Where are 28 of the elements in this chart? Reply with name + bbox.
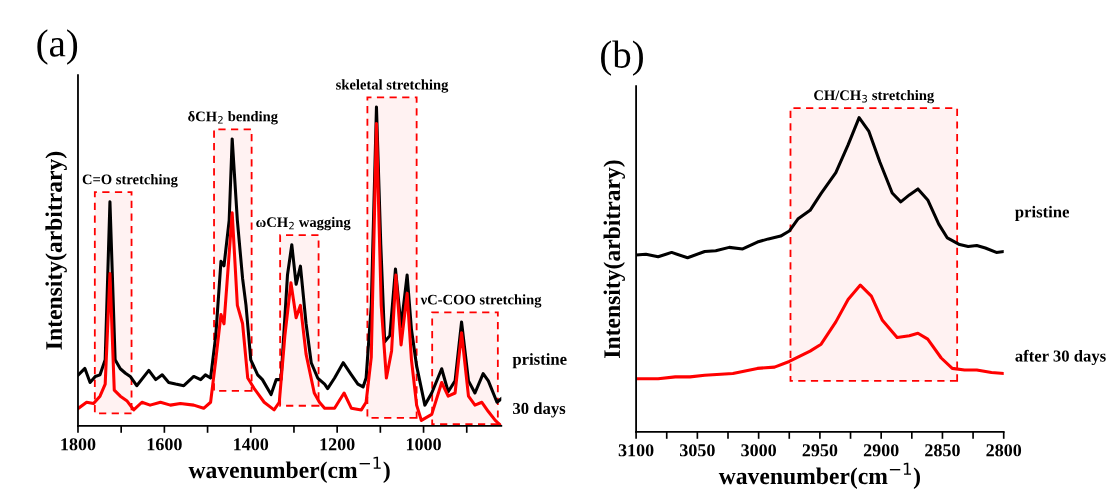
band-label: νC-COO stretching xyxy=(420,294,542,308)
x-tick-label: 3000 xyxy=(741,444,776,457)
x-tick-label: 1400 xyxy=(234,438,269,451)
x-tick-label: 3050 xyxy=(679,444,715,457)
x-tick-label: 1000 xyxy=(406,438,441,451)
x-tick-label: 1200 xyxy=(320,438,355,451)
x-tick-label: 1800 xyxy=(61,438,96,451)
band-label: CH/CH$_{3}$ stretching xyxy=(814,89,935,104)
chart-title: (a) xyxy=(37,29,78,65)
series-label: after 30 days xyxy=(1015,349,1106,366)
series-label: pristine xyxy=(1015,205,1070,221)
band-label: ωCH$_{2}$ wagging xyxy=(256,216,351,231)
series-label: pristine xyxy=(512,353,567,369)
series-label: 30 days xyxy=(513,402,566,418)
band-label: skeletal stretching xyxy=(336,79,449,93)
x-axis-title: wavenumber(cm$^{−1}$) xyxy=(718,462,920,489)
x-tick-label: 2950 xyxy=(802,444,838,457)
x-tick-label: 2800 xyxy=(986,444,1022,457)
y-axis-title: Intensity(arbitrary) xyxy=(45,151,67,350)
x-tick-label: 2850 xyxy=(925,444,960,457)
x-tick-label: 2900 xyxy=(863,444,899,457)
band-label: δCH$_{2}$ bending xyxy=(188,111,278,125)
x-axis-title: wavenumber(cm$^{−1}$) xyxy=(188,456,390,483)
band-label: C=O stretching xyxy=(82,174,178,188)
x-tick-label: 1600 xyxy=(147,438,182,451)
chart-title: (b) xyxy=(601,40,643,76)
y-axis-title: Intensity(arbitrary) xyxy=(603,160,625,358)
x-tick-label: 3100 xyxy=(618,444,654,457)
